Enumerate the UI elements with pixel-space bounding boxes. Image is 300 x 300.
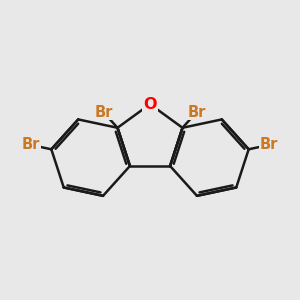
- Text: O: O: [143, 97, 157, 112]
- Text: Br: Br: [94, 105, 113, 120]
- Text: Br: Br: [22, 137, 40, 152]
- Text: Br: Br: [187, 105, 206, 120]
- Text: Br: Br: [260, 137, 278, 152]
